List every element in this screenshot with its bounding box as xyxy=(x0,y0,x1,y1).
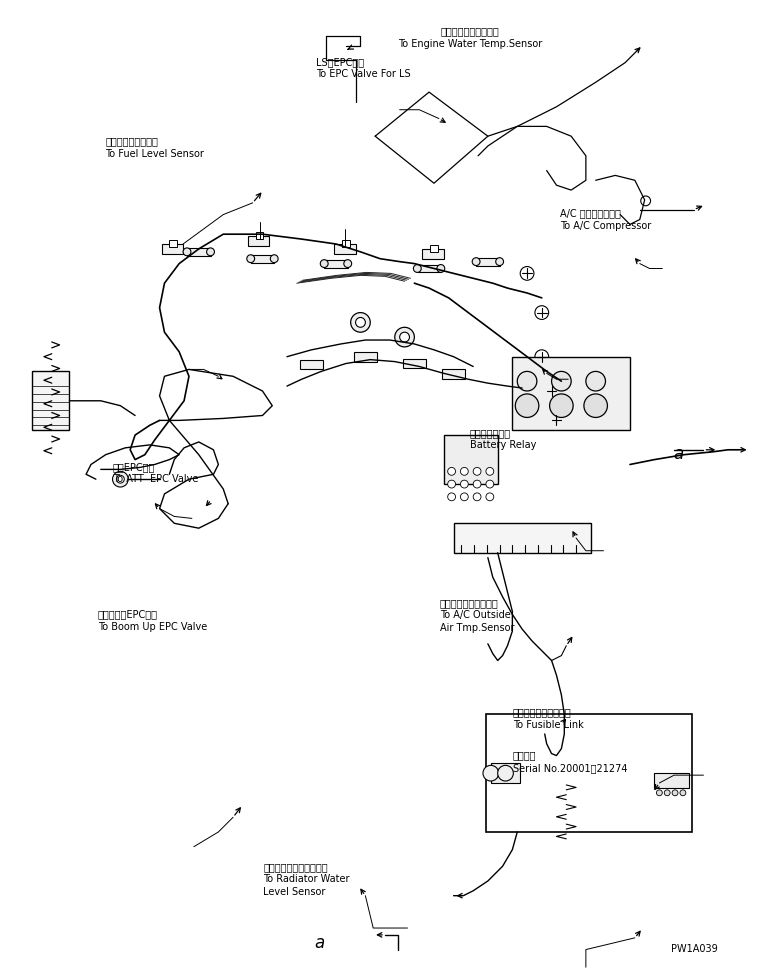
Circle shape xyxy=(113,471,128,487)
Circle shape xyxy=(270,255,278,263)
Circle shape xyxy=(584,394,607,418)
Bar xyxy=(417,265,441,273)
Text: PW1A039: PW1A039 xyxy=(671,943,718,953)
Bar xyxy=(430,245,438,252)
Text: ラジエータ水位センサへ
To Radiator Water
Level Sensor: ラジエータ水位センサへ To Radiator Water Level Sens… xyxy=(263,861,350,896)
Bar xyxy=(422,249,444,259)
Circle shape xyxy=(460,467,469,475)
Bar xyxy=(442,370,466,379)
Bar xyxy=(32,372,69,430)
Text: ブーム上げEPC弁へ
To Boom Up EPC Valve: ブーム上げEPC弁へ To Boom Up EPC Valve xyxy=(98,608,207,631)
Text: エアコン外気センサへ
To A/C Outside
Air Tmp.Sensor: エアコン外気センサへ To A/C Outside Air Tmp.Sensor xyxy=(439,598,515,632)
Bar xyxy=(491,764,520,783)
Bar xyxy=(654,774,689,788)
Text: ヒュージブルリンクへ
To Fusible Link: ヒュージブルリンクへ To Fusible Link xyxy=(513,706,584,729)
Circle shape xyxy=(247,255,255,263)
Bar xyxy=(334,244,356,254)
Circle shape xyxy=(550,414,563,427)
Circle shape xyxy=(473,480,481,488)
Circle shape xyxy=(448,494,456,502)
Text: エンジン水温センサへ
To Engine Water Temp.Sensor: エンジン水温センサへ To Engine Water Temp.Sensor xyxy=(398,26,542,49)
Circle shape xyxy=(351,313,370,333)
Circle shape xyxy=(473,467,481,475)
Circle shape xyxy=(448,480,456,488)
Bar xyxy=(444,435,498,484)
Circle shape xyxy=(486,480,494,488)
Bar xyxy=(162,244,183,254)
Bar xyxy=(354,352,377,362)
Circle shape xyxy=(344,260,351,268)
Circle shape xyxy=(535,350,548,364)
Bar xyxy=(512,357,630,430)
Bar xyxy=(187,248,210,256)
Text: バッテリリレー
Battery Relay: バッテリリレー Battery Relay xyxy=(470,427,536,450)
Circle shape xyxy=(183,248,191,256)
Circle shape xyxy=(321,260,328,268)
Circle shape xyxy=(672,790,678,796)
Bar xyxy=(403,359,426,369)
Circle shape xyxy=(117,475,124,483)
Circle shape xyxy=(535,306,548,320)
Circle shape xyxy=(515,394,539,418)
Circle shape xyxy=(498,766,513,781)
Circle shape xyxy=(550,394,573,418)
Circle shape xyxy=(437,265,445,273)
Circle shape xyxy=(486,467,494,475)
Circle shape xyxy=(395,328,414,347)
Bar xyxy=(248,237,269,246)
Text: 燃料レベルセンサへ
To Fuel Level Sensor: 燃料レベルセンサへ To Fuel Level Sensor xyxy=(105,136,204,158)
Circle shape xyxy=(586,372,605,391)
Circle shape xyxy=(664,790,670,796)
Text: A/C コンプレッサへ
To A/C Compressor: A/C コンプレッサへ To A/C Compressor xyxy=(560,208,651,231)
Circle shape xyxy=(495,258,504,266)
Text: LS用EPC弁へ
To EPC Valve For LS: LS用EPC弁へ To EPC Valve For LS xyxy=(316,57,410,79)
Circle shape xyxy=(483,766,499,781)
Bar xyxy=(342,241,350,247)
Circle shape xyxy=(486,494,494,502)
Bar xyxy=(486,715,692,832)
Circle shape xyxy=(356,318,365,328)
Circle shape xyxy=(545,384,558,398)
Circle shape xyxy=(206,248,215,256)
Bar xyxy=(476,258,499,266)
Circle shape xyxy=(640,197,650,206)
Text: a: a xyxy=(673,445,684,463)
Circle shape xyxy=(460,494,469,502)
Circle shape xyxy=(657,790,663,796)
Circle shape xyxy=(448,467,456,475)
Bar xyxy=(453,524,591,554)
Circle shape xyxy=(400,333,410,342)
Circle shape xyxy=(472,258,480,266)
Circle shape xyxy=(551,372,571,391)
Text: 適用号機
Serial No.20001～21274: 適用号機 Serial No.20001～21274 xyxy=(513,750,627,772)
Bar xyxy=(324,260,347,268)
Circle shape xyxy=(460,480,469,488)
Circle shape xyxy=(520,267,534,281)
Circle shape xyxy=(680,790,686,796)
Circle shape xyxy=(517,372,537,391)
Circle shape xyxy=(473,494,481,502)
Bar xyxy=(300,360,323,370)
Bar xyxy=(255,233,263,240)
Text: a: a xyxy=(314,933,324,952)
Bar xyxy=(251,255,275,263)
Text: 増設EPC弁へ
To ATT  EPC Valve: 増設EPC弁へ To ATT EPC Valve xyxy=(113,462,199,483)
Bar xyxy=(170,241,177,247)
Circle shape xyxy=(413,265,421,273)
